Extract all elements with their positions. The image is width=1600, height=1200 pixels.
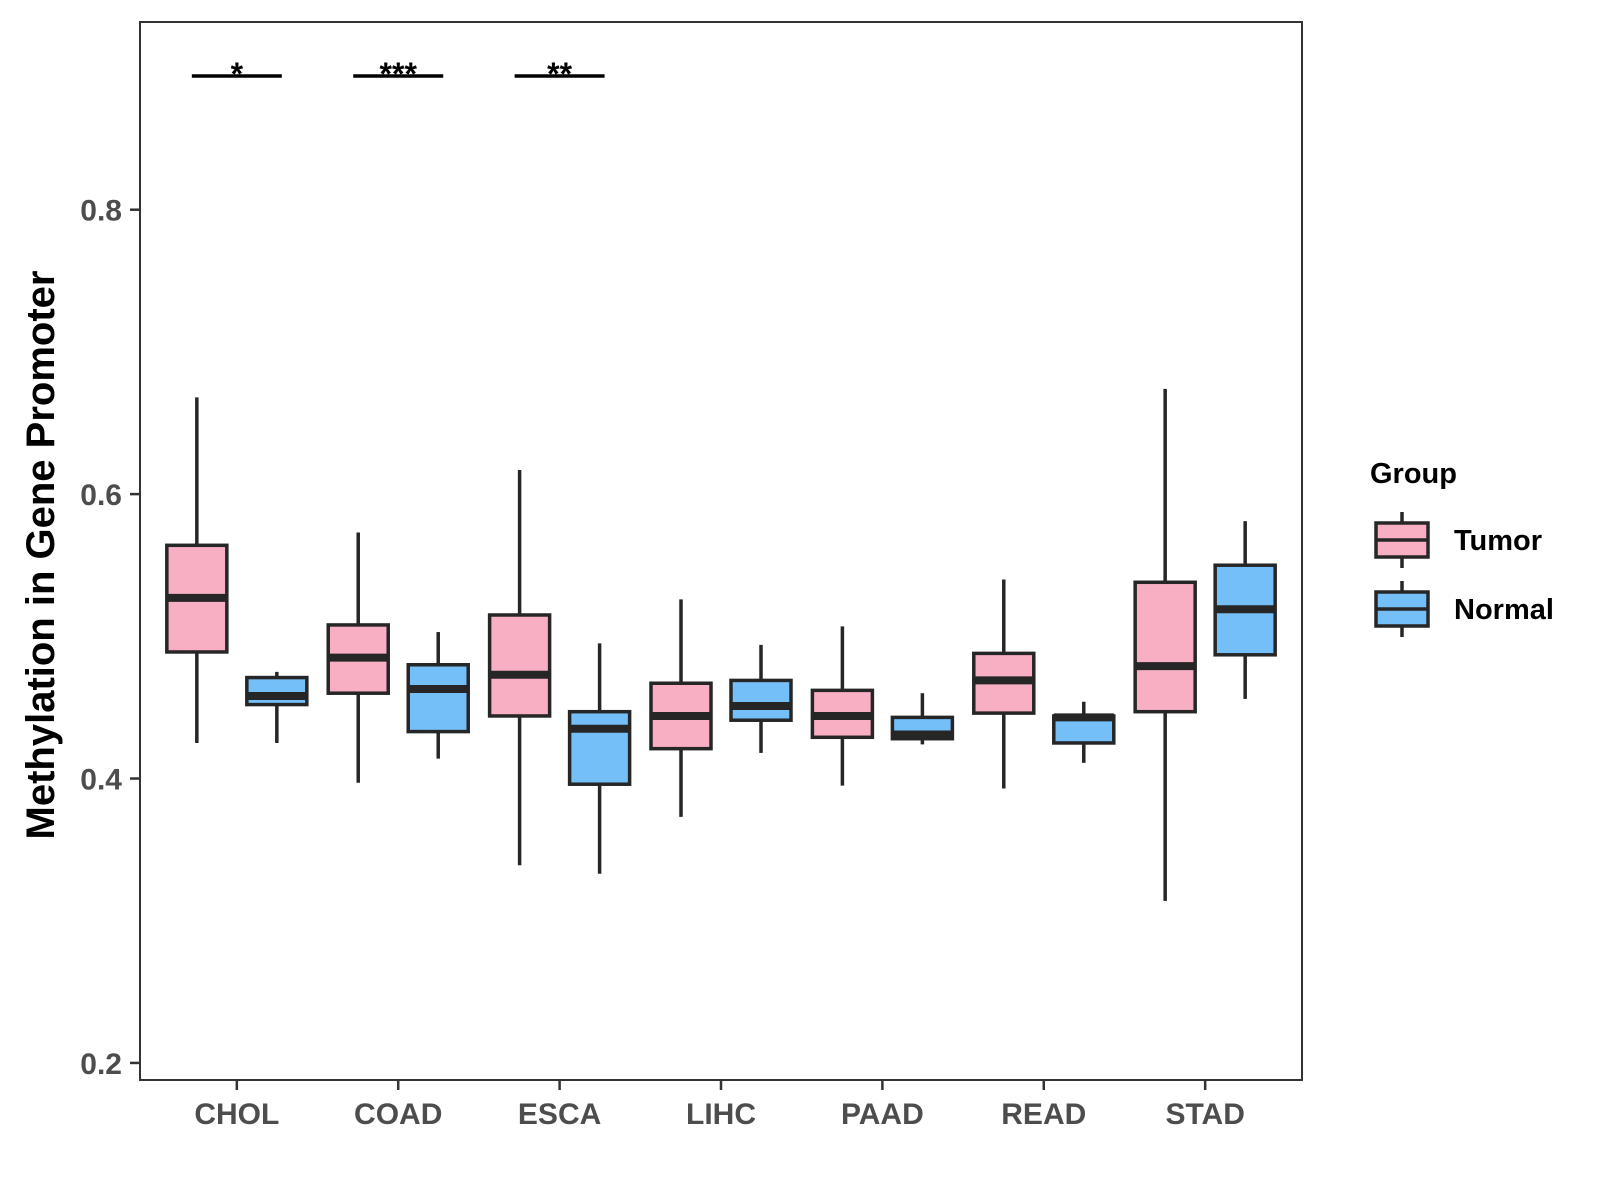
x-tick-label: CHOL: [194, 1098, 279, 1131]
box-normal-read: [1052, 701, 1116, 763]
box-normal-lihc: [729, 644, 793, 753]
legend-label: Tumor: [1454, 525, 1542, 557]
significance-esca: **: [514, 56, 605, 92]
significance-chol: *: [191, 56, 282, 92]
legend-entry-normal: Normal: [1374, 581, 1554, 637]
y-tick-label: 0.6: [80, 479, 122, 512]
x-tick-label: COAD: [354, 1098, 442, 1131]
box-normal-stad: [1213, 521, 1277, 699]
x-tick-label: STAD: [1165, 1098, 1244, 1131]
legend: Group Tumor Normal: [1370, 458, 1554, 637]
box-tumor-lihc: [649, 599, 713, 817]
box-tumor-coad: [326, 532, 390, 783]
box-tumor-esca: [487, 469, 552, 866]
x-tick-label: LIHC: [686, 1098, 756, 1131]
x-tick-label: PAAD: [841, 1098, 924, 1131]
significance-coad: ***: [353, 56, 444, 92]
legend-title: Group: [1370, 458, 1457, 490]
box-tumor-paad: [810, 626, 875, 786]
box-normal-chol: [245, 671, 309, 743]
box-tumor-stad: [1133, 388, 1197, 901]
box-normal-esca: [567, 643, 632, 874]
box-iqr: [729, 678, 793, 722]
plot-area: * *** **: [165, 56, 1277, 901]
box-iqr: [567, 709, 632, 786]
y-axis-title: Methylation in Gene Promoter: [19, 271, 63, 840]
box-iqr: [1133, 580, 1197, 714]
legend-label: Normal: [1454, 594, 1554, 626]
box-normal-paad: [890, 693, 955, 745]
y-tick-label: 0.8: [80, 195, 122, 228]
significance-label: **: [547, 56, 572, 92]
plot-panel-border: [139, 21, 1303, 1081]
box-iqr: [245, 675, 309, 707]
x-tick-label: ESCA: [518, 1098, 601, 1131]
box-tumor-chol: [165, 397, 229, 743]
legend-entry-tumor: Tumor: [1374, 512, 1542, 568]
box-tumor-read: [972, 579, 1036, 789]
x-tick-label: READ: [1001, 1098, 1086, 1131]
box-iqr: [406, 663, 470, 734]
significance-label: *: [231, 56, 244, 92]
box-iqr: [487, 613, 552, 718]
significance-label: ***: [380, 56, 418, 92]
y-tick-label: 0.4: [80, 764, 122, 797]
y-tick-label: 0.2: [80, 1048, 122, 1081]
box-normal-coad: [406, 632, 470, 759]
axes: 0.2 0.4 0.6 0.8 CHOL COAD ESCA LIHC PAAD READ STAD…: [19, 21, 1303, 1131]
